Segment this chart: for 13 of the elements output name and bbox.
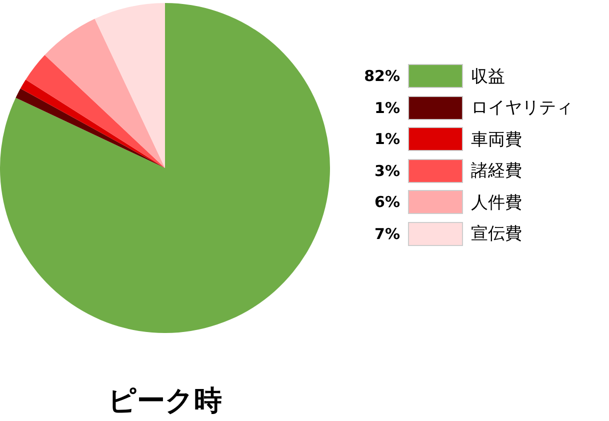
legend-label: 人件費 [471, 192, 522, 214]
text: ピーク時 [107, 383, 223, 419]
data-label: 82% [363, 67, 400, 85]
data-label: 7% [374, 224, 400, 243]
legend-label: 諸経費 [471, 160, 522, 182]
legend-label: 収益 [471, 66, 505, 88]
data-label: 1% [374, 130, 400, 148]
data-label: 3% [374, 162, 400, 180]
legend-label: ロイヤリティ [471, 97, 573, 120]
legend-label: 車両費 [471, 128, 522, 151]
data-label: 1% [374, 98, 400, 117]
data-label: 6% [374, 193, 400, 212]
legend-label: 宣伝費 [471, 223, 522, 246]
